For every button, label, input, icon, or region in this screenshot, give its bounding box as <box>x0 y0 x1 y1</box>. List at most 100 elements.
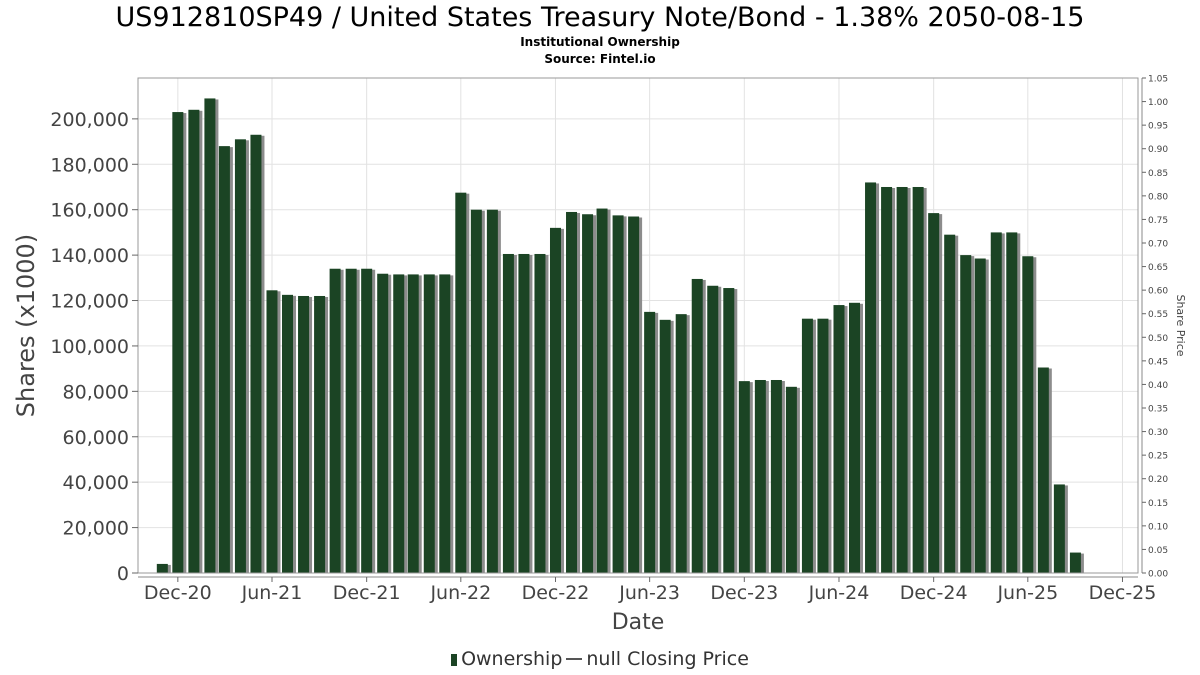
bar <box>361 268 373 573</box>
bar <box>691 278 703 573</box>
y-axis-label: Shares (x1000) <box>12 234 40 417</box>
bar <box>455 192 467 574</box>
bar <box>896 186 908 573</box>
x-tick-label: Jun-21 <box>241 582 303 604</box>
y-tick-label: 0 <box>117 563 129 585</box>
x-tick-label: Jun-23 <box>618 582 680 604</box>
bar <box>172 112 184 573</box>
bar <box>659 319 671 573</box>
y2-tick-label: 0.55 <box>1148 310 1168 320</box>
chart-source: Source: Fintel.io <box>544 52 656 66</box>
bar <box>407 274 419 573</box>
bar <box>266 290 278 573</box>
bar <box>817 318 829 573</box>
y2-tick-label: 0.40 <box>1148 381 1168 391</box>
y-tick-label: 100,000 <box>50 336 129 358</box>
bar <box>754 379 766 573</box>
y2-tick-label: 0.20 <box>1148 475 1168 485</box>
y-tick-label: 140,000 <box>50 245 129 267</box>
bar <box>1053 484 1065 573</box>
bar <box>707 285 719 573</box>
y-tick-label: 60,000 <box>63 427 129 449</box>
bar <box>785 386 797 573</box>
bar <box>156 563 168 573</box>
bar <box>1006 232 1018 573</box>
legend-closing-price: null Closing Price <box>586 648 749 670</box>
bar <box>314 295 326 573</box>
y2-tick-label: 1.05 <box>1148 75 1168 85</box>
bar <box>549 227 561 574</box>
legend: Ownership null Closing Price <box>0 648 1200 670</box>
y-tick-label: 40,000 <box>63 472 129 494</box>
bar <box>329 268 341 573</box>
bar <box>470 209 482 573</box>
bar <box>486 209 498 573</box>
plot-frame <box>137 77 1139 574</box>
bar <box>282 294 294 573</box>
bar <box>1069 552 1081 573</box>
bar <box>250 134 262 573</box>
bar <box>849 302 861 573</box>
closing-line-icon <box>566 658 583 660</box>
bar <box>377 273 389 573</box>
bar <box>439 274 451 573</box>
y2-tick-label: 0.80 <box>1148 192 1168 202</box>
bar <box>928 213 940 573</box>
x-tick-label: Dec-22 <box>522 582 590 604</box>
bar <box>801 318 813 573</box>
y2-tick-label: 0.25 <box>1148 452 1168 462</box>
bar <box>833 305 845 573</box>
bar <box>393 274 405 573</box>
bar <box>566 211 578 573</box>
bar <box>188 109 200 573</box>
bar <box>723 288 735 573</box>
y2-tick-label: 0.10 <box>1148 522 1168 532</box>
y-tick-label: 200,000 <box>50 109 129 131</box>
x-axis: Dec-20 Jun-21 Dec-21 Jun-22 Dec-22 Jun-23 Dec-… <box>138 576 1157 604</box>
y-tick-label: 160,000 <box>50 200 129 222</box>
bar <box>974 258 986 573</box>
bar <box>596 208 608 573</box>
x-tick-label: Dec-24 <box>900 582 968 604</box>
y2-tick-label: 0.00 <box>1148 570 1168 580</box>
y2-tick-label: 0.75 <box>1148 216 1168 226</box>
bar <box>345 268 357 573</box>
bar <box>944 234 956 573</box>
y2-tick-label: 0.50 <box>1148 334 1168 344</box>
y2-tick-label: 0.60 <box>1148 287 1168 297</box>
y2-tick-label: 0.35 <box>1148 405 1168 415</box>
y2-tick-label: 0.30 <box>1148 428 1168 438</box>
chart-title: US912810SP49 / United States Treasury No… <box>115 2 1085 33</box>
bar <box>770 379 782 573</box>
y-tick-label: 20,000 <box>63 518 129 540</box>
y2-tick-label: 0.15 <box>1148 499 1168 509</box>
chart-subtitle: Institutional Ownership <box>520 35 680 49</box>
bars-group <box>156 98 1084 574</box>
bar <box>298 295 310 573</box>
x-tick-label: Dec-21 <box>333 582 401 604</box>
y-tick-label: 80,000 <box>63 381 129 403</box>
bar <box>518 253 530 573</box>
bar <box>204 98 216 573</box>
y2-tick-label: 0.70 <box>1148 240 1168 250</box>
y2-tick-label: 0.90 <box>1148 145 1168 155</box>
y2-tick-label: 0.85 <box>1148 169 1168 179</box>
x-tick-label: Jun-24 <box>808 582 870 604</box>
ownership-swatch-icon <box>451 654 458 666</box>
bar <box>534 253 546 573</box>
bar <box>912 186 924 573</box>
bar <box>990 232 1002 573</box>
x-tick-label: Jun-25 <box>996 582 1058 604</box>
legend-ownership: Ownership <box>461 648 563 670</box>
x-tick-label: Dec-20 <box>144 582 212 604</box>
bar <box>1022 256 1034 573</box>
y-tick-label: 120,000 <box>50 291 129 313</box>
y2-axis-label: Share Price <box>1174 294 1187 356</box>
bar <box>644 311 656 573</box>
bar <box>881 186 893 573</box>
bar <box>738 381 750 573</box>
bar <box>675 314 687 573</box>
y2-tick-label: 0.45 <box>1148 357 1168 367</box>
x-tick-label: Dec-25 <box>1089 582 1157 604</box>
